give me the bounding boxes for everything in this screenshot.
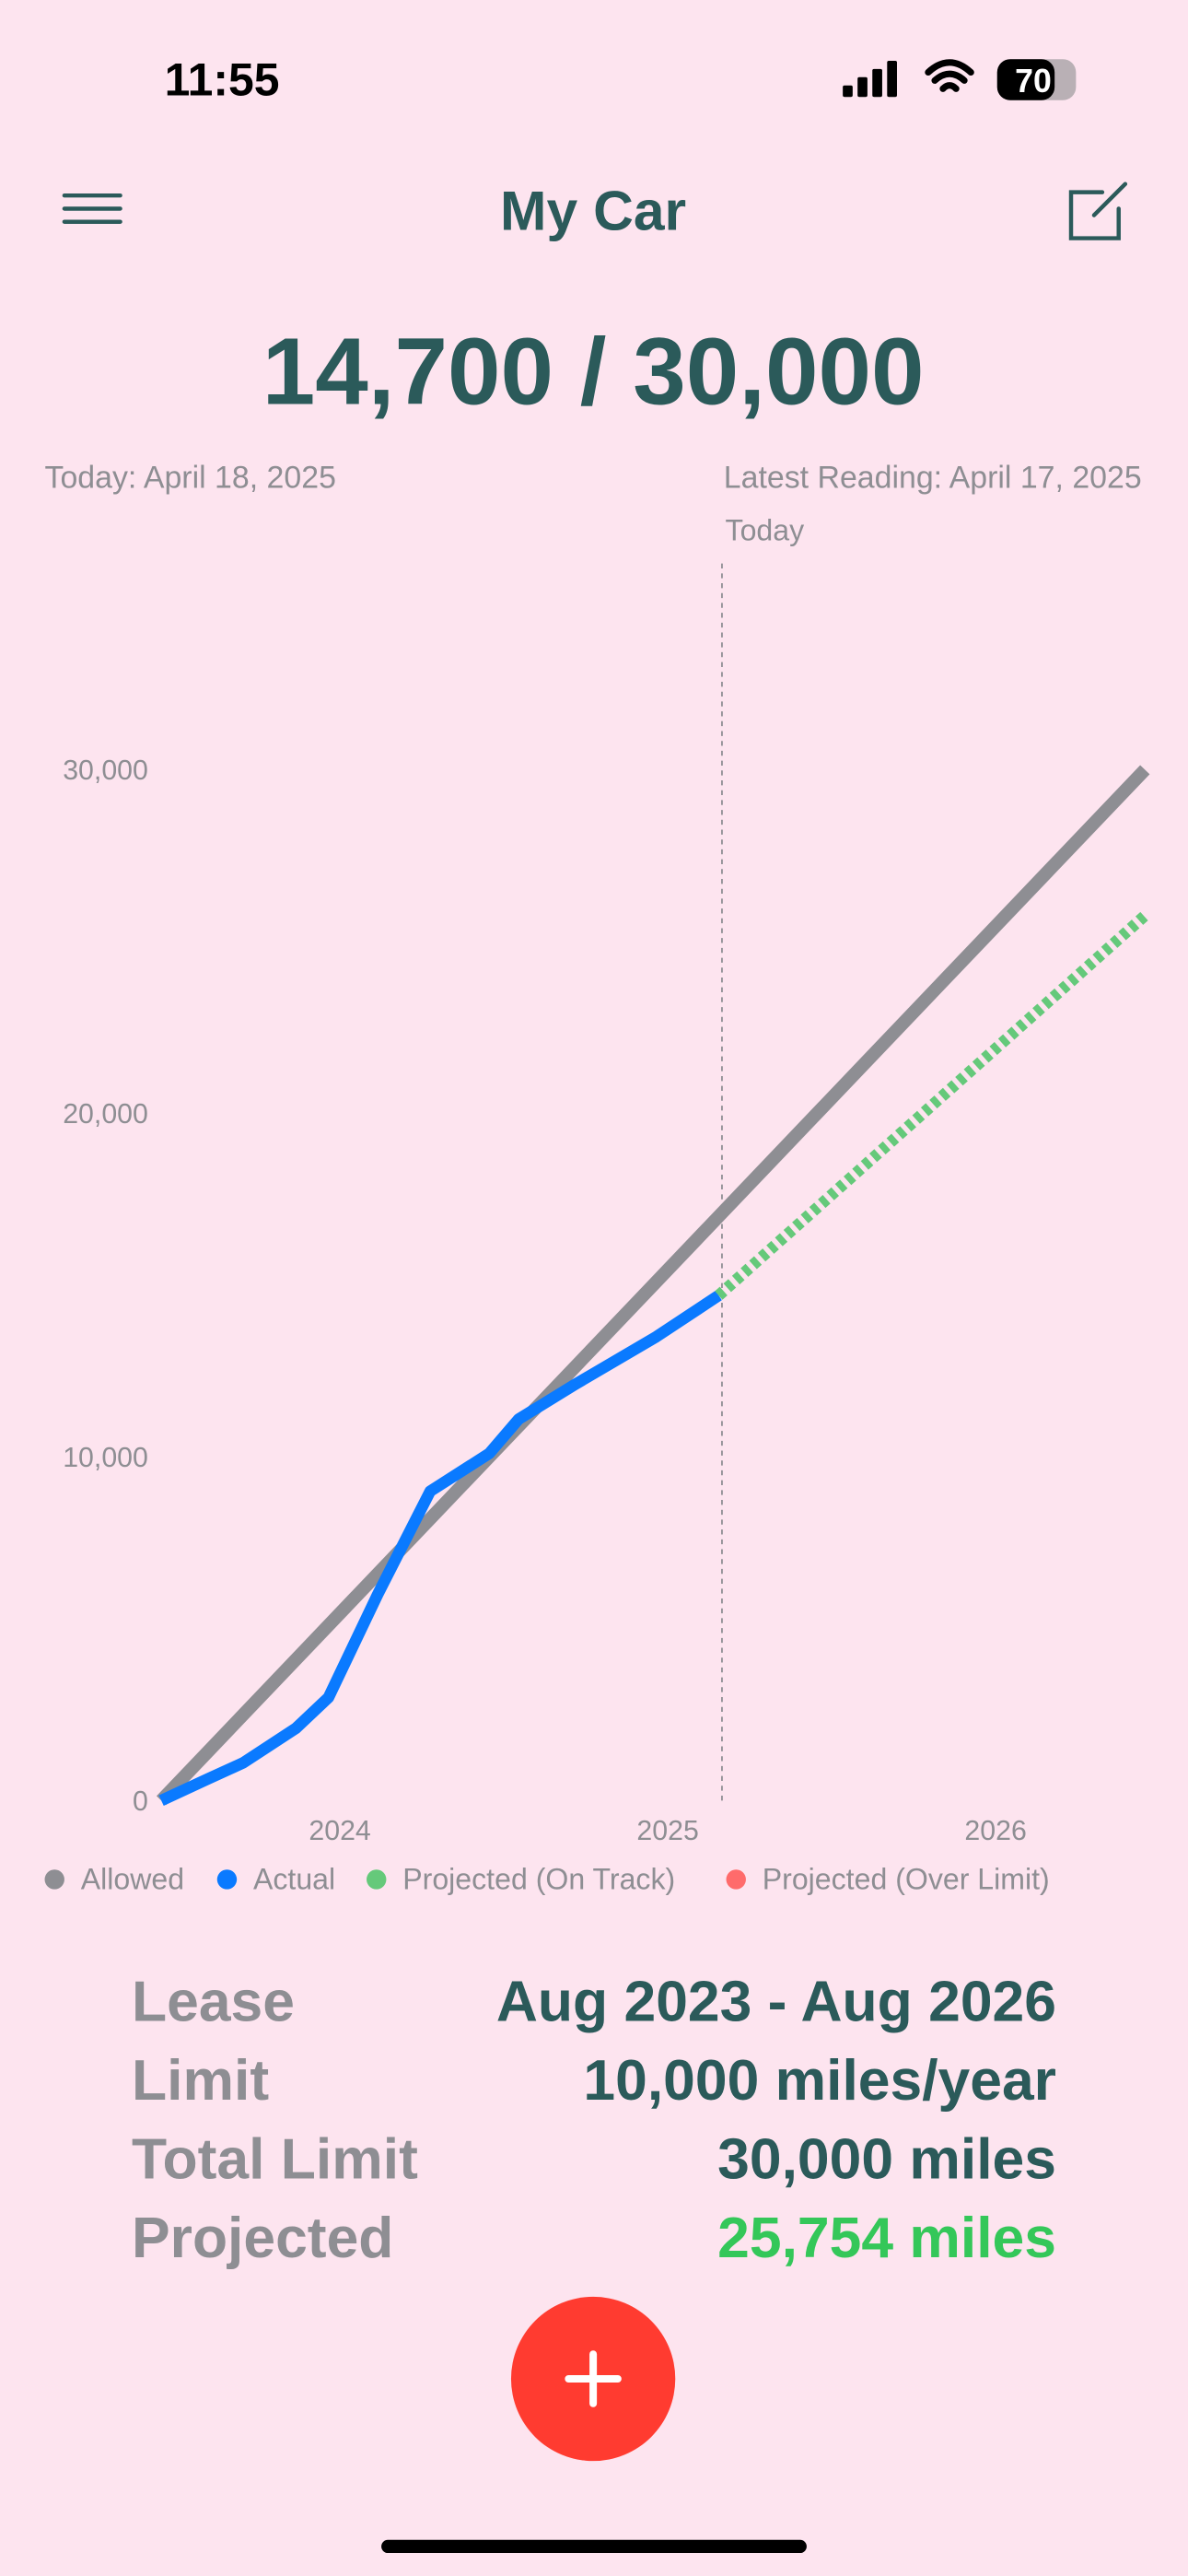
wifi-icon [925,59,974,92]
y-tick-label: 10,000 [63,1443,148,1473]
x-tick-label: 2026 [964,1816,1026,1846]
battery-level [996,59,1055,100]
legend-dot [367,1869,387,1890]
latest-reading: Latest Reading: April 17, 2025 [724,461,1142,496]
today-date: Today: April 18, 2025 [45,461,336,496]
series-line [715,911,1149,1300]
menu-button[interactable] [62,193,122,224]
header-title: My Car [500,180,686,242]
legend-label: Projected (Over Limit) [763,1863,1050,1896]
legend-dot [216,1869,238,1890]
legend-dot [726,1869,746,1890]
series-line [158,1290,722,1807]
legend-label: Projected (On Track) [402,1863,675,1896]
detail-value: 10,000 miles/year [583,2049,1056,2113]
x-tick-label: 2025 [636,1816,698,1846]
status-time: 11:55 [165,53,280,105]
detail-label: Projected [132,2207,393,2270]
detail-label: Lease [132,1970,295,2033]
mileage-summary: 14,700 / 30,000 [262,318,925,425]
edit-button[interactable] [1068,181,1128,240]
y-tick-label: 30,000 [63,755,148,786]
y-tick-label: 0 [133,1786,148,1817]
battery-text: 70 [1015,63,1052,100]
y-tick-label: 20,000 [63,1099,148,1130]
detail-label: Total Limit [132,2127,418,2191]
legend-label: Allowed [81,1863,184,1896]
legend-label: Actual [253,1863,335,1896]
detail-value: Aug 2023 - Aug 2026 [496,1970,1056,2033]
detail-label: Limit [132,2049,269,2113]
signal-icon [843,60,897,98]
add-icon [565,2350,622,2407]
series-line [156,765,1150,1806]
home-indicator [381,2539,807,2554]
legend-dot [44,1869,64,1890]
detail-value: 30,000 miles [717,2127,1056,2191]
x-tick-label: 2024 [309,1816,370,1846]
detail-value: 25,754 miles [717,2207,1056,2270]
chart: 0 10,000 20,000 30,000 2024 2025 2026 Today Allo… [44,514,1150,1896]
today-label: Today [726,514,805,547]
details-table: Lease Aug 2023 - Aug 2026 Limit 10,000 mile… [132,1970,1056,2270]
